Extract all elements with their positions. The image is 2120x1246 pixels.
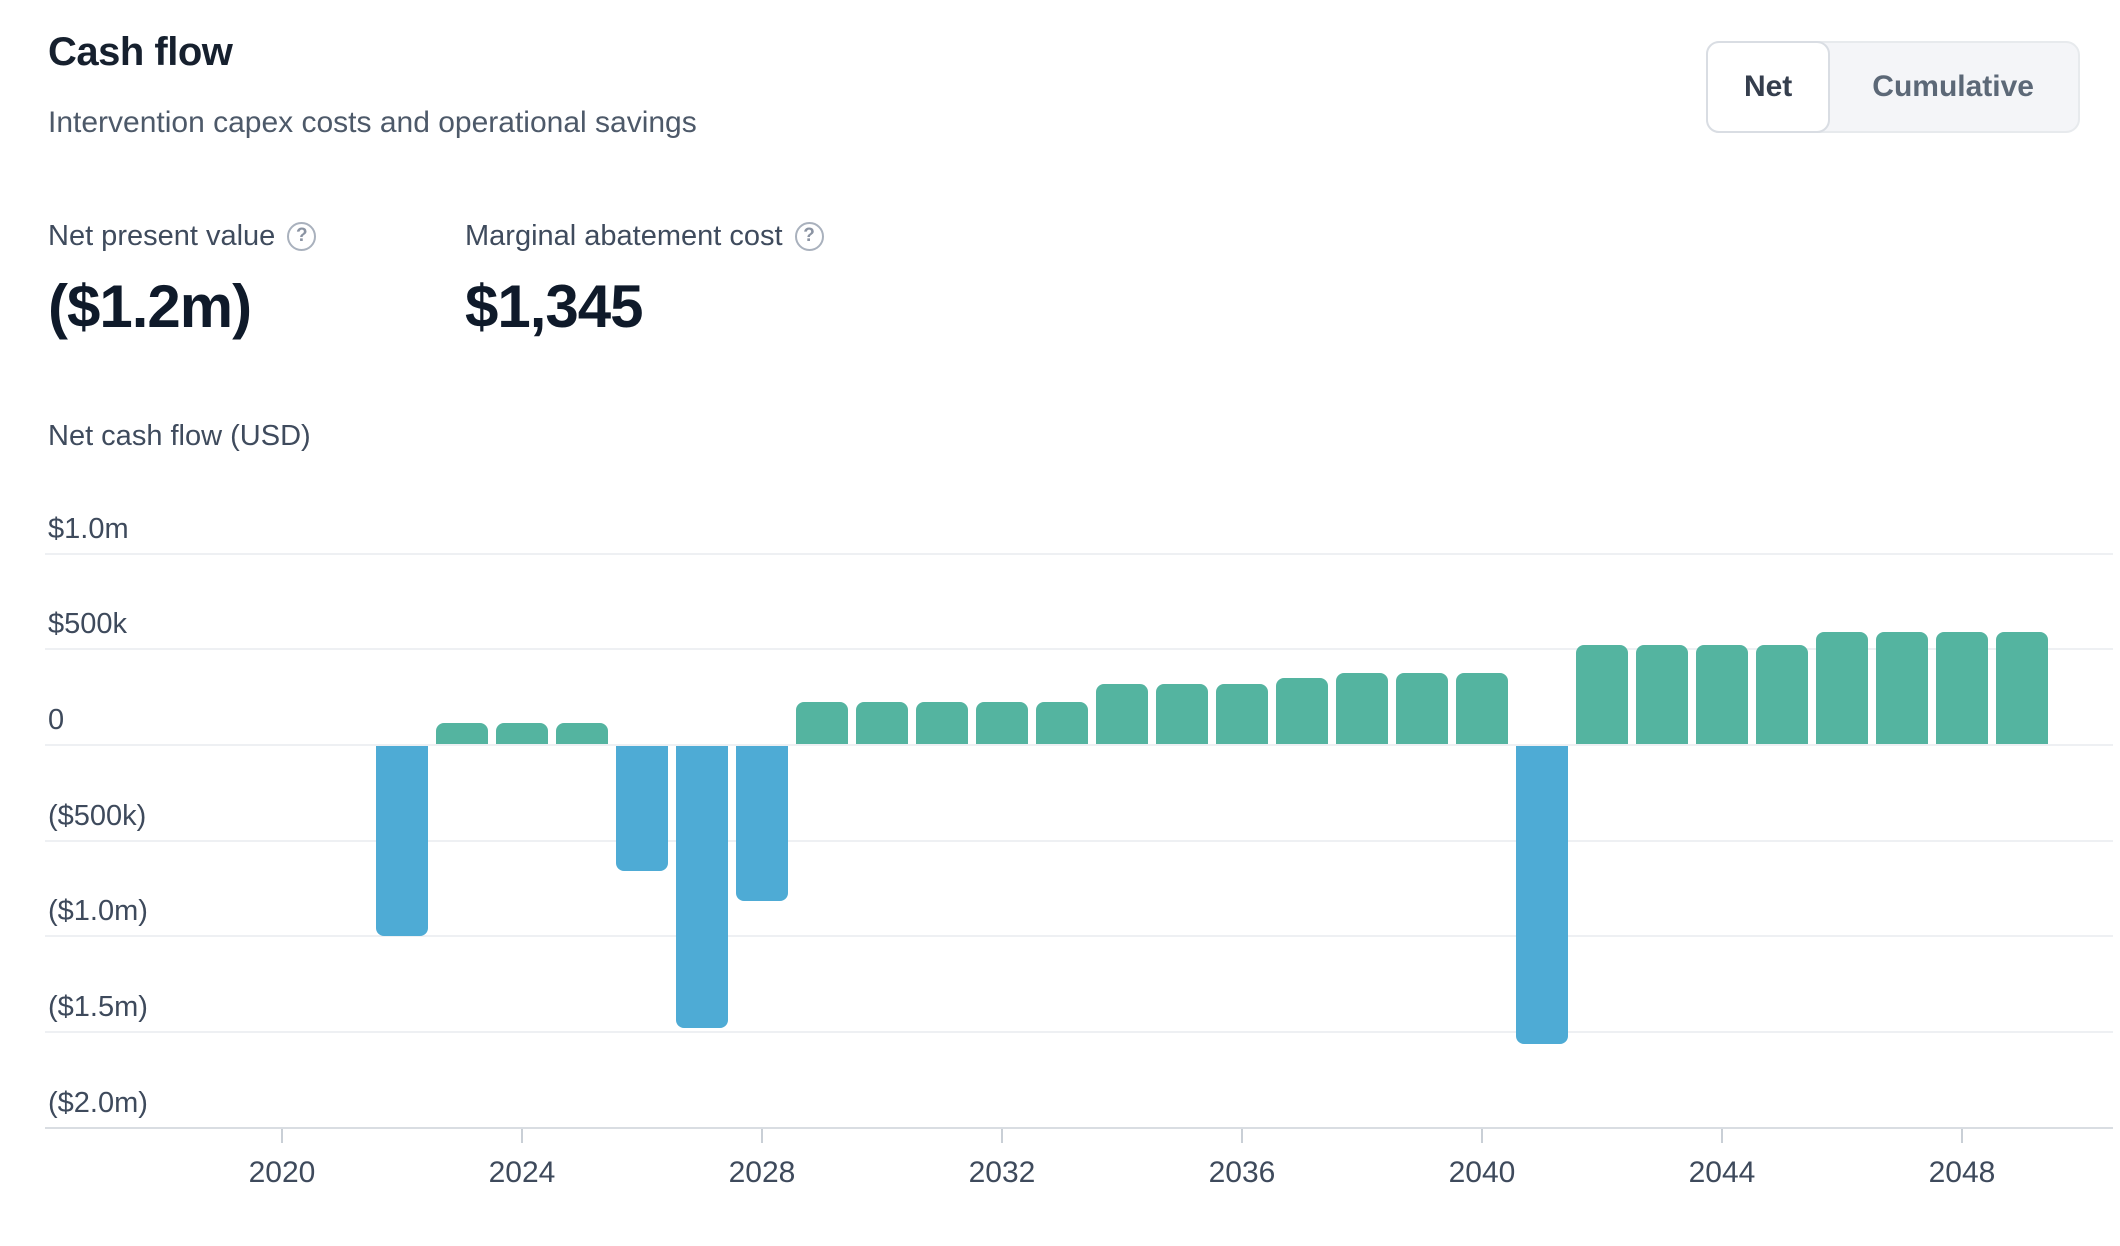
bar-2042[interactable] xyxy=(1576,644,1628,744)
question-mark-icon[interactable]: ? xyxy=(287,221,317,251)
bar-2045[interactable] xyxy=(1756,644,1808,744)
bar-2048[interactable] xyxy=(1936,632,1988,744)
bar-2040[interactable] xyxy=(1456,673,1508,744)
x-axis-label: 2032 xyxy=(968,1156,1036,1189)
chart-title: Net cash flow (USD) xyxy=(48,420,311,452)
y-axis-label: ($500k) xyxy=(48,799,147,832)
gridline xyxy=(45,1031,2113,1034)
question-mark-icon[interactable]: ? xyxy=(794,221,824,251)
toggle-net-button[interactable]: Net xyxy=(1705,41,1831,133)
bar-2032[interactable] xyxy=(976,701,1028,744)
bar-2029[interactable] xyxy=(796,701,848,744)
bar-2044[interactable] xyxy=(1696,644,1748,744)
x-axis-tick xyxy=(1001,1129,1003,1143)
bar-2046[interactable] xyxy=(1816,632,1868,744)
bar-2028[interactable] xyxy=(736,746,788,901)
x-axis-tick xyxy=(521,1129,523,1143)
npv-stat: Net present value ? ($1.2m) xyxy=(48,216,317,341)
bar-2038[interactable] xyxy=(1336,673,1388,744)
page-title: Cash flow xyxy=(48,30,233,74)
y-axis-label: $1.0m xyxy=(48,512,129,545)
bar-2037[interactable] xyxy=(1276,678,1328,744)
bar-2049[interactable] xyxy=(1996,632,2048,744)
x-axis-tick xyxy=(1241,1129,1243,1143)
bar-2043[interactable] xyxy=(1636,644,1688,744)
y-axis-label: $500k xyxy=(48,608,128,641)
x-axis-line xyxy=(45,1126,2113,1129)
x-axis-tick xyxy=(1481,1129,1483,1143)
mac-stat: Marginal abatement cost ? $1,345 xyxy=(465,216,824,341)
npv-label: Net present value xyxy=(48,219,276,252)
x-axis-label: 2020 xyxy=(248,1156,316,1189)
x-axis-tick xyxy=(1961,1129,1963,1143)
gridline xyxy=(45,935,2113,938)
bar-2030[interactable] xyxy=(856,701,908,744)
toggle-cumulative-button[interactable]: Cumulative xyxy=(1828,43,2078,131)
x-axis-label: 2040 xyxy=(1448,1156,1516,1189)
bar-2034[interactable] xyxy=(1096,683,1148,744)
bar-2031[interactable] xyxy=(916,701,968,744)
x-axis-tick xyxy=(1721,1129,1723,1143)
gridline xyxy=(45,552,2113,555)
bar-2022[interactable] xyxy=(376,746,428,937)
gridline xyxy=(45,648,2113,651)
npv-value: ($1.2m) xyxy=(48,273,252,340)
bar-2041[interactable] xyxy=(1516,746,1568,1044)
bar-2024[interactable] xyxy=(496,722,548,744)
view-toggle: Net Cumulative xyxy=(1705,41,2080,133)
x-axis-tick xyxy=(761,1129,763,1143)
bar-2027[interactable] xyxy=(676,746,728,1029)
bar-2035[interactable] xyxy=(1156,683,1208,744)
gridline xyxy=(45,839,2113,842)
page-subtitle: Intervention capex costs and operational… xyxy=(48,106,697,139)
x-axis-label: 2048 xyxy=(1928,1156,1996,1189)
bar-2039[interactable] xyxy=(1396,673,1448,744)
bar-2047[interactable] xyxy=(1876,632,1928,744)
bar-2023[interactable] xyxy=(436,722,488,744)
bar-2026[interactable] xyxy=(616,746,668,872)
x-axis-label: 2024 xyxy=(488,1156,556,1189)
y-axis-label: 0 xyxy=(48,704,65,736)
y-axis-label: ($1.0m) xyxy=(48,895,148,928)
x-axis-tick xyxy=(281,1129,283,1143)
bar-2036[interactable] xyxy=(1216,683,1268,744)
y-axis-label: ($1.5m) xyxy=(48,991,148,1024)
y-axis-label: ($2.0m) xyxy=(48,1086,148,1119)
mac-value: $1,345 xyxy=(465,273,644,340)
mac-label: Marginal abatement cost xyxy=(465,219,783,252)
x-axis-label: 2028 xyxy=(728,1156,796,1189)
x-axis-label: 2044 xyxy=(1688,1156,1756,1189)
x-axis-label: 2036 xyxy=(1208,1156,1276,1189)
gridline xyxy=(45,744,2113,746)
bar-2033[interactable] xyxy=(1036,701,1088,744)
bar-2025[interactable] xyxy=(556,722,608,744)
